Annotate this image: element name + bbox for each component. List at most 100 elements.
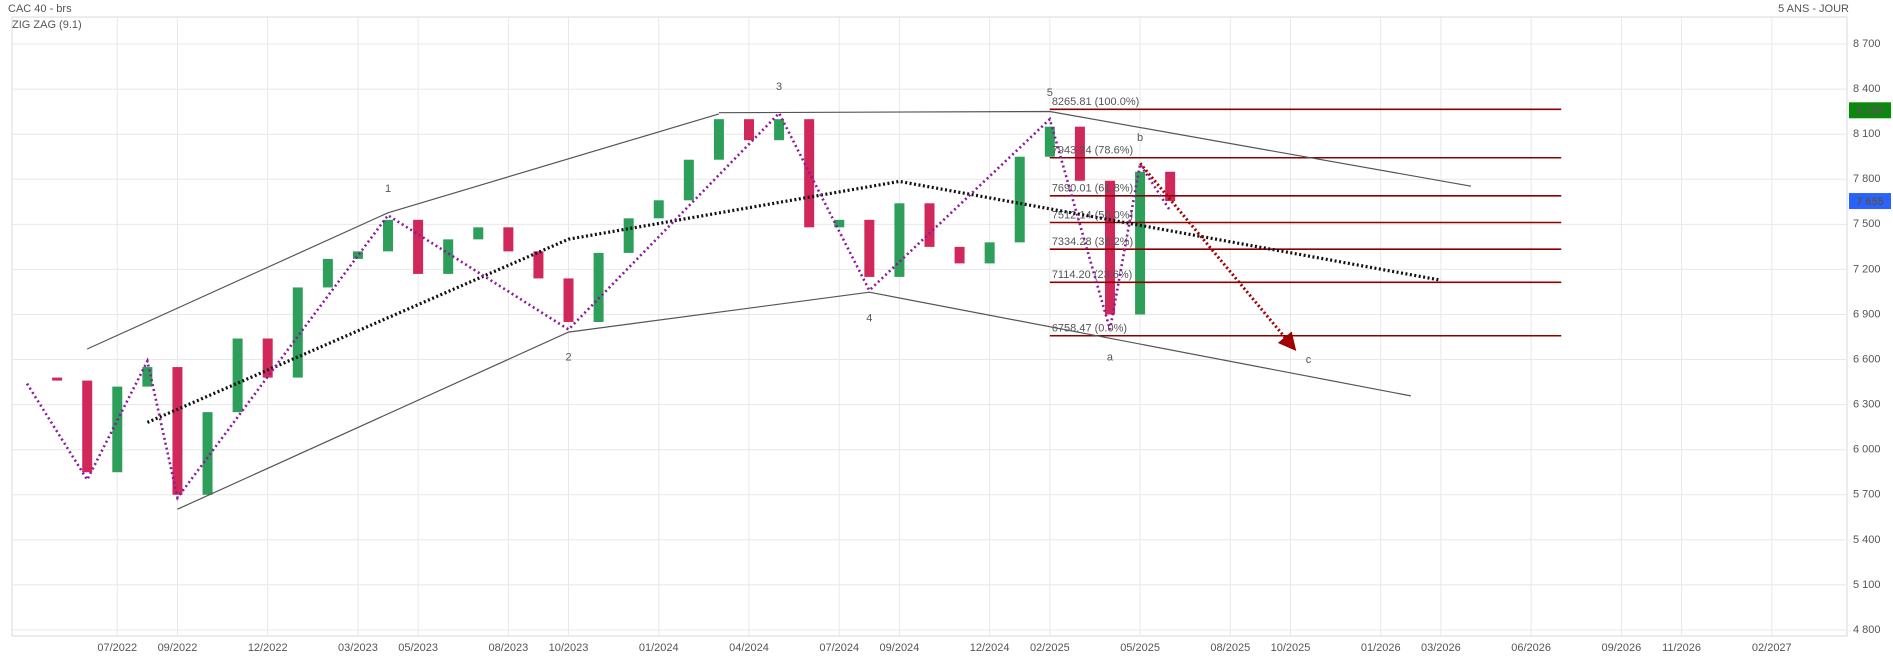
x-tick-label: 01/2024 xyxy=(639,642,679,654)
candle xyxy=(142,367,153,387)
y-tick-label: 8 400 xyxy=(1853,83,1881,95)
candle xyxy=(503,227,514,252)
candle xyxy=(984,242,995,264)
candle xyxy=(744,119,755,141)
y-tick-label: 4 800 xyxy=(1853,624,1881,636)
candle xyxy=(623,218,634,253)
wave-label: 4 xyxy=(866,312,872,324)
fib-label: 6758.47 (0.0%) xyxy=(1052,323,1127,335)
candle xyxy=(1165,171,1176,202)
y-tick-label: 5 700 xyxy=(1853,489,1881,501)
y-tick-label: 5 400 xyxy=(1853,534,1881,546)
x-tick-label: 09/2024 xyxy=(880,642,920,654)
y-tick-label: 6 900 xyxy=(1853,308,1881,320)
candle xyxy=(352,251,363,259)
wave-label: 3 xyxy=(776,81,782,93)
arrow-line xyxy=(1138,162,1297,352)
x-tick-label: 12/2022 xyxy=(248,642,288,654)
candle xyxy=(954,246,965,264)
candle xyxy=(112,386,123,473)
x-tick-label: 08/2023 xyxy=(488,642,528,654)
y-tick-label: 8 100 xyxy=(1853,128,1881,140)
trend-line xyxy=(177,291,1411,510)
candle xyxy=(262,338,273,378)
candle xyxy=(563,278,574,322)
x-tick-label: 08/2025 xyxy=(1210,642,1250,654)
x-tick-label: 04/2024 xyxy=(729,642,769,654)
candle xyxy=(383,219,394,252)
candle xyxy=(172,367,183,495)
wave-label: b xyxy=(1137,132,1143,144)
wave-label: a xyxy=(1107,351,1114,363)
candle xyxy=(894,203,905,277)
fib-label: 8265.81 (100.0%) xyxy=(1052,96,1139,108)
candle xyxy=(1104,180,1115,315)
x-tick-label: 05/2023 xyxy=(398,642,438,654)
candle xyxy=(82,380,93,473)
x-tick-label: 05/2025 xyxy=(1120,642,1160,654)
candle xyxy=(292,287,303,378)
x-tick-label: 07/2022 xyxy=(97,642,137,654)
candle xyxy=(473,227,484,240)
candle xyxy=(713,119,724,160)
trend-line xyxy=(86,113,720,350)
candle xyxy=(413,219,424,274)
fib-label: 7943.24 (78.6%) xyxy=(1052,145,1133,157)
y-tick-label: 7 200 xyxy=(1853,263,1881,275)
x-tick-label: 09/2026 xyxy=(1602,642,1642,654)
candle xyxy=(683,159,694,201)
candle xyxy=(52,377,63,381)
y-tick-label: 6 300 xyxy=(1853,399,1881,411)
fib-label: 7114.20 (23.6%) xyxy=(1052,269,1133,281)
fib-label: 7690.01 (61.8%) xyxy=(1052,183,1133,195)
y-tick-label: 7 500 xyxy=(1853,218,1881,230)
x-tick-label: 07/2024 xyxy=(819,642,859,654)
candle xyxy=(1014,156,1025,243)
plot-frame xyxy=(11,16,1848,637)
x-tick-label: 02/2025 xyxy=(1030,642,1070,654)
x-tick-label: 12/2024 xyxy=(970,642,1010,654)
trend-line xyxy=(146,179,1442,424)
x-tick-label: 01/2026 xyxy=(1361,642,1401,654)
candle xyxy=(924,203,935,247)
x-tick-label: 02/2027 xyxy=(1752,642,1792,654)
candle xyxy=(533,251,544,279)
wave-label: c xyxy=(1306,354,1312,366)
x-tick-label: 10/2025 xyxy=(1271,642,1311,654)
candle xyxy=(834,219,845,228)
x-tick-label: 10/2023 xyxy=(549,642,589,654)
price-label: 8 259 xyxy=(1856,105,1884,117)
candle xyxy=(1135,171,1146,315)
candle xyxy=(322,258,333,288)
x-tick-label: 03/2026 xyxy=(1421,642,1461,654)
x-tick-label: 11/2026 xyxy=(1662,642,1701,654)
indicator-label: ZIG ZAG (9.1) xyxy=(12,19,82,31)
x-tick-label: 06/2026 xyxy=(1511,642,1551,654)
wave-label: 5 xyxy=(1047,87,1053,99)
candle xyxy=(202,412,213,495)
trend-line xyxy=(718,110,1472,187)
candle xyxy=(653,200,664,219)
chart-title: CAC 40 - brs xyxy=(8,3,72,15)
y-tick-label: 8 700 xyxy=(1853,38,1881,50)
y-tick-label: 5 100 xyxy=(1853,579,1881,591)
fib-label: 7334.28 (38.2%) xyxy=(1052,236,1133,248)
candle xyxy=(232,338,243,413)
wave-label: 1 xyxy=(385,183,391,195)
y-tick-label: 7 800 xyxy=(1853,173,1881,185)
candle xyxy=(1074,126,1085,181)
y-tick-label: 6 000 xyxy=(1853,444,1881,456)
price-label: 7 655 xyxy=(1856,196,1884,208)
x-tick-label: 09/2022 xyxy=(158,642,198,654)
candle xyxy=(443,239,454,274)
candle xyxy=(774,119,785,141)
y-tick-label: 6 600 xyxy=(1853,353,1881,365)
price-badge xyxy=(1849,193,1891,210)
price-badge xyxy=(1849,102,1891,119)
candle xyxy=(593,252,604,322)
candle xyxy=(1044,126,1055,157)
chart-subtitle: 5 ANS - JOUR xyxy=(1778,3,1849,15)
x-tick-label: 03/2023 xyxy=(338,642,378,654)
